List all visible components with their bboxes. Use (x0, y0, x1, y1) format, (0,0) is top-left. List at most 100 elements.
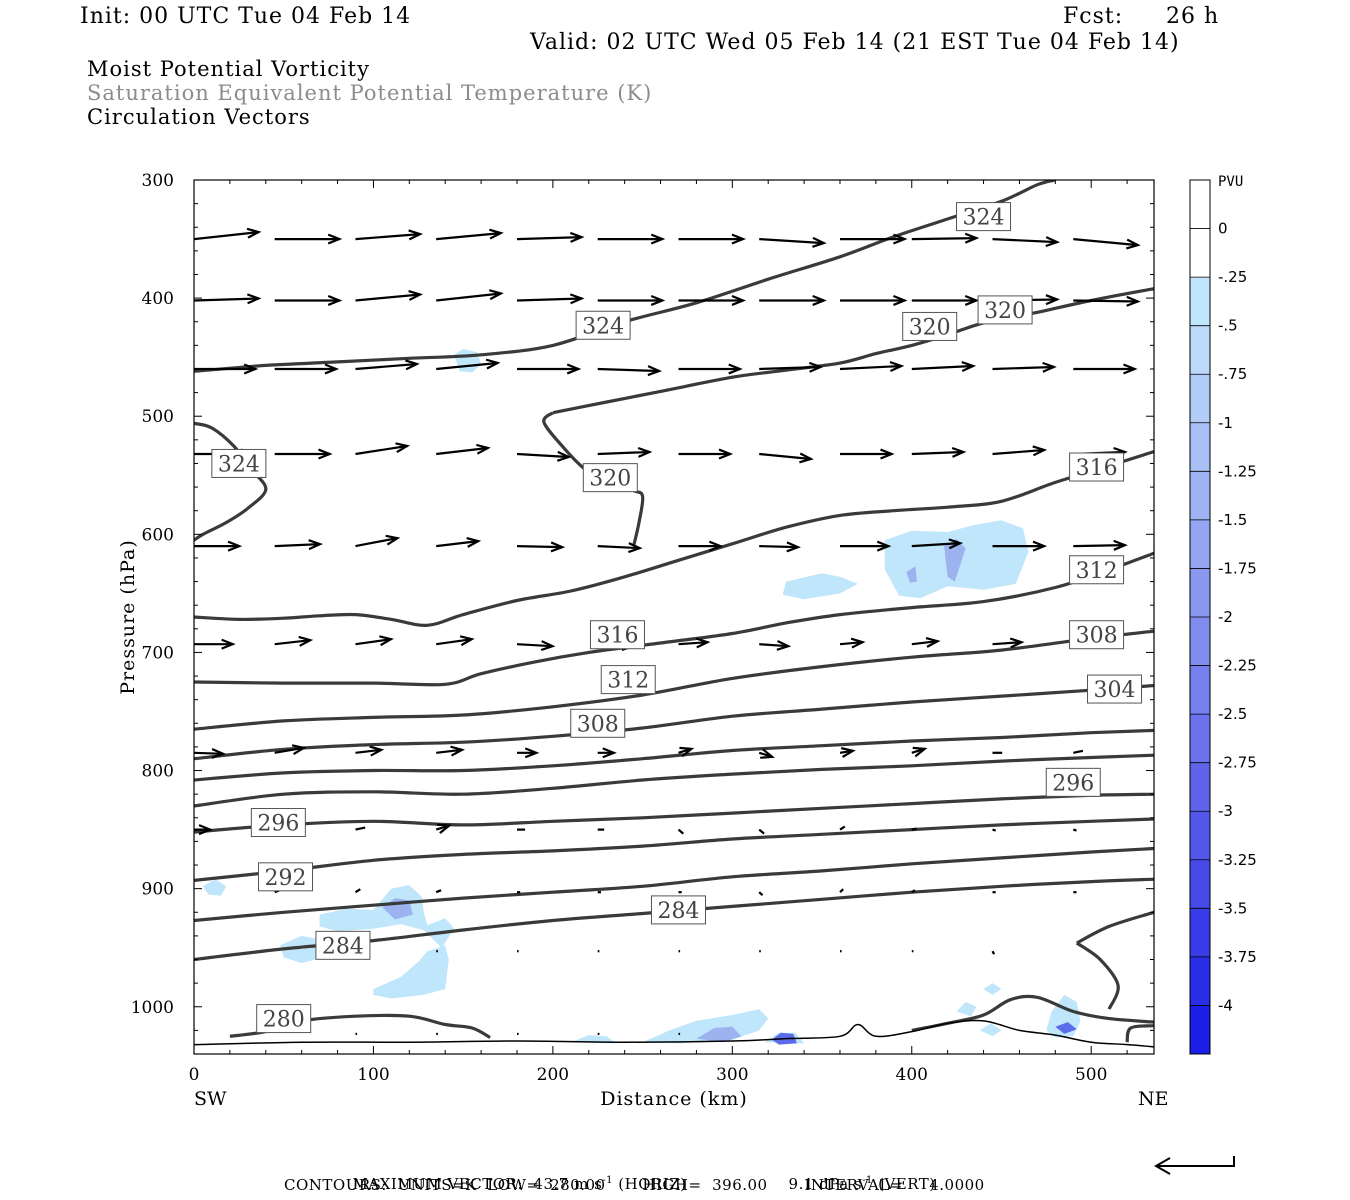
theta-contour (194, 551, 1154, 687)
x-tick-label: 100 (357, 1065, 389, 1085)
circulation-vector (194, 363, 259, 375)
vector-shaft (274, 746, 304, 754)
vector-shaft (1072, 828, 1077, 832)
circulation-vector (1072, 828, 1077, 832)
vector-shaft (436, 638, 472, 646)
vector-shaft (758, 891, 764, 897)
colorbar-label: -2.75 (1218, 754, 1257, 772)
circulation-vector (436, 443, 491, 456)
vector-shaft (911, 889, 916, 894)
vector-shaft (678, 641, 708, 646)
theta-contour (1076, 910, 1154, 945)
pv-region (280, 935, 324, 964)
circulation-vector (274, 448, 333, 460)
contour-info: CONTOURS: UNITS=K LOW= 280.00 HIGH= 396.… (284, 1176, 985, 1194)
circulation-vector (436, 358, 501, 371)
circulation-vector (992, 828, 997, 832)
vector-head (731, 294, 747, 306)
colorbar-label: -1 (1218, 414, 1233, 432)
vector-shaft (911, 364, 974, 371)
contour-label: 312 (1069, 555, 1125, 585)
vector-head (951, 446, 967, 458)
circulation-vector (839, 637, 866, 649)
vector-shaft (992, 448, 1045, 456)
circulation-vector (759, 541, 801, 553)
circulation-vector (597, 233, 666, 245)
vector-shaft (355, 444, 408, 456)
circulation-vector (992, 445, 1048, 457)
pv-region (983, 983, 1002, 995)
circulation-vector (436, 635, 475, 647)
contour-label-text: 312 (607, 669, 649, 694)
circulation-vector (194, 747, 227, 759)
vector-shaft (1073, 299, 1138, 303)
vector-shaft (758, 828, 765, 835)
circulation-vector (758, 748, 775, 759)
contour-label: 292 (258, 862, 314, 892)
contour-label-text: 324 (963, 206, 1005, 231)
max-vector-exp: -1 (602, 1175, 614, 1186)
vector-head (408, 290, 424, 301)
vector-shaft (1073, 238, 1139, 247)
axis-layer: 0 100 200 300 400 500 300 400 500 600 700 800 900 100… (117, 171, 1169, 1110)
contour-label: 324 (956, 202, 1012, 232)
circulation-vector (678, 233, 747, 245)
max-vector-line: MAXIMUM VECTOR: 43.7 m s-1 (HORIZ) (342, 1157, 687, 1193)
valid-time: Valid: 02 UTC Wed 05 Feb 14 (21 EST Tue … (530, 30, 1180, 55)
field-title-theta: Saturation Equivalent Potential Temperat… (87, 81, 653, 105)
colorbar-label: -.25 (1218, 268, 1247, 286)
vector-shaft (355, 293, 421, 302)
vector-head (405, 359, 420, 371)
vector-shaft (911, 450, 964, 456)
vector-head (227, 540, 243, 552)
colorbar-title: PVU (1218, 174, 1243, 190)
vector-head (650, 294, 666, 306)
circulation-vector (597, 294, 666, 306)
circulation-vector (516, 450, 572, 462)
theta-contour (1125, 1024, 1154, 1043)
vector-head (964, 232, 980, 244)
colorbar-label: -.75 (1218, 365, 1247, 383)
vector-head (1045, 236, 1061, 248)
vector-head (211, 747, 227, 759)
vector-head (650, 233, 666, 245)
vector-head (812, 294, 827, 306)
vector-shaft (516, 545, 563, 549)
circulation-vector (355, 534, 401, 548)
circulation-vector (194, 638, 236, 650)
vector-head (876, 540, 892, 552)
circulation-vector (839, 825, 846, 831)
vector-head (369, 745, 385, 757)
theta-contour (194, 450, 1154, 627)
vector-shaft (597, 450, 650, 456)
circulation-vector (355, 745, 385, 757)
vector-shaft (516, 236, 582, 241)
circulation-vector (678, 448, 734, 460)
max-vert-line: 9.1 dPa s-1 (VERT) (778, 1157, 936, 1193)
colorbar-label: -.5 (1218, 317, 1238, 335)
circulation-vector (597, 542, 643, 554)
x-left-end-label: SW (194, 1088, 227, 1110)
vector-head (246, 227, 262, 239)
colorbar-cell (1190, 519, 1210, 569)
vector-shaft (516, 297, 582, 302)
vector-head (221, 638, 236, 650)
colorbar-cell (1190, 180, 1210, 230)
x-tick-label: 200 (537, 1065, 569, 1085)
contour-label-text: 316 (1076, 456, 1118, 481)
contour-label-text: 320 (984, 299, 1026, 324)
circulation-vector (194, 540, 243, 552)
vector-shaft (436, 361, 498, 371)
vector-head (840, 747, 856, 758)
vector-head (850, 637, 866, 649)
circulation-vector (678, 294, 747, 306)
theta-contour (194, 683, 1154, 761)
vector-shaft (436, 446, 489, 456)
circulation-vector (517, 363, 582, 375)
circulation-vector (759, 236, 827, 248)
x-tick-label: 0 (189, 1065, 200, 1085)
contour-label-box (902, 311, 958, 341)
vert-exp: -1 (862, 1175, 873, 1186)
contour-label-box (575, 310, 631, 340)
vector-head (925, 636, 941, 648)
